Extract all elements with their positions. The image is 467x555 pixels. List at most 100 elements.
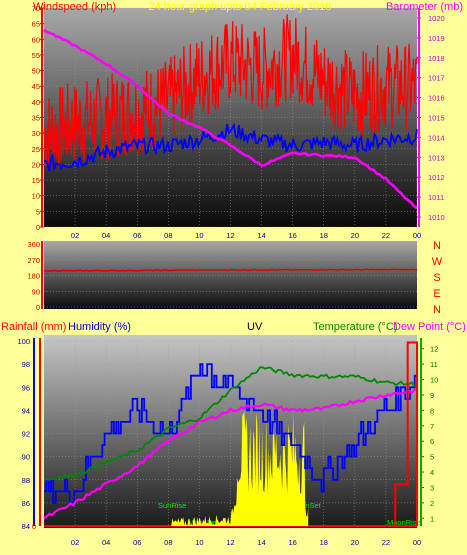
x-tick-label: 10 — [195, 231, 203, 240]
direction-tick-label: 360 — [27, 240, 40, 249]
x-tick-label: 16 — [288, 538, 296, 547]
x-tick-label: 14 — [257, 538, 265, 547]
direction-label-n-bottom: N — [433, 304, 441, 316]
x-tick-label: 00 — [413, 538, 421, 547]
x-tick-label: 22 — [382, 231, 390, 240]
temperature-tick-label: 11 — [430, 360, 438, 369]
x-tick-label: 22 — [382, 538, 390, 547]
temperature-tick-label: 6 — [430, 437, 434, 446]
barometer-tick-label: 1013 — [428, 153, 445, 162]
x-tick-label: 18 — [320, 231, 328, 240]
temperature-tick-label: 2 — [430, 499, 434, 508]
temperature-tick-label: 7 — [430, 422, 434, 431]
barometer-line — [43, 28, 418, 210]
direction-label-n-top: N — [433, 240, 441, 252]
direction-label-e: E — [433, 288, 440, 300]
windspeed-tick-label: 30 — [32, 129, 40, 138]
direction-tick-label: 180 — [27, 272, 40, 281]
windspeed-tick-label: 10 — [32, 192, 40, 201]
x-tick-label: 08 — [164, 538, 172, 547]
windspeed-tick-label: 50 — [32, 67, 40, 76]
dewpoint-axis-title: Dew Point (°C) — [393, 321, 466, 333]
windspeed-tick-label: 5 — [36, 207, 40, 216]
x-tick-label: 20 — [351, 231, 359, 240]
direction-label-s: S — [433, 272, 440, 284]
x-tick-label: 20 — [351, 538, 359, 547]
x-tick-label: 04 — [102, 538, 110, 547]
humidity-tick-label: 92 — [22, 430, 30, 439]
windspeed-tick-label: 15 — [32, 176, 40, 185]
temperature-tick-label: 12 — [430, 345, 438, 354]
x-tick-label: 00 — [413, 231, 421, 240]
temperature-tick-label: 10 — [430, 376, 438, 385]
humidity-tick-label: 96 — [22, 383, 30, 392]
barometer-tick-label: 1015 — [428, 114, 445, 123]
direction-tick-label: 270 — [27, 256, 40, 265]
barometer-tick-label: 1010 — [428, 213, 445, 222]
direction-tick-label: 90 — [32, 287, 40, 296]
barometer-tick-label: 1011 — [428, 193, 444, 202]
windspeed-tick-label: 45 — [32, 82, 40, 91]
humidity-tick-label: 86 — [22, 499, 30, 508]
barometer-tick-label: 1016 — [428, 94, 445, 103]
sunset-label: SunSet — [296, 501, 322, 510]
barometer-tick-label: 1019 — [428, 34, 445, 43]
x-tick-label: 02 — [71, 231, 79, 240]
wind-gust-line — [43, 14, 418, 169]
humidity-tick-label: 88 — [22, 476, 30, 485]
barometer-tick-label: 1020 — [428, 14, 445, 23]
humidity-axis-title: Humidity (%) — [68, 321, 131, 333]
direction-label-w: W — [432, 256, 443, 268]
wind-direction-line — [43, 268, 418, 272]
barometer-axis-title: Barometer (mb) — [386, 1, 463, 13]
direction-tick-label: 0 — [36, 303, 40, 312]
graph-title: 24 hour graph upto 04 February 2018 — [149, 1, 332, 13]
temperature-tick-label: 5 — [430, 453, 434, 462]
windspeed-axis-title: Windspeed (kph) — [33, 1, 116, 13]
windspeed-tick-label: 0 — [36, 223, 40, 232]
windspeed-tick-label: 20 — [32, 160, 40, 169]
wind-average-line — [43, 122, 418, 172]
x-tick-label: 06 — [133, 231, 141, 240]
x-tick-label: 08 — [164, 231, 172, 240]
humidity-tick-label: 94 — [22, 406, 30, 415]
humidity-tick-label: 84 — [22, 522, 30, 531]
windspeed-tick-label: 60 — [32, 35, 40, 44]
x-tick-label: 12 — [226, 538, 234, 547]
windspeed-tick-label: 55 — [32, 51, 40, 60]
sunrise-label: SunRise — [158, 501, 186, 510]
direction-plot-area — [44, 241, 417, 309]
humidity-tick-label: 98 — [22, 360, 30, 369]
humidity-tick-label: 100 — [17, 337, 30, 346]
humidity-line — [44, 363, 417, 504]
x-tick-label: 16 — [288, 231, 296, 240]
x-tick-label: 10 — [195, 538, 203, 547]
windspeed-tick-label: 70 — [32, 4, 40, 13]
barometer-tick-label: 1018 — [428, 54, 445, 63]
x-tick-label: 06 — [133, 538, 141, 547]
moonrise-label: MoonRise — [387, 518, 421, 527]
humidity-tick-label: 90 — [22, 453, 30, 462]
rainfall-axis-title: Rainfall (mm) — [1, 321, 66, 333]
x-tick-label: 18 — [320, 538, 328, 547]
temperature-tick-label: 9 — [430, 391, 434, 400]
windspeed-tick-label: 40 — [32, 98, 40, 107]
barometer-tick-label: 1017 — [428, 74, 445, 83]
barometer-tick-label: 1014 — [428, 133, 445, 142]
uv-area — [168, 411, 309, 526]
x-tick-label: 14 — [257, 231, 265, 240]
temperature-tick-label: 1 — [430, 514, 434, 523]
rainfall-zero-label: 0 — [32, 522, 36, 531]
dewpoint-line — [43, 387, 418, 520]
temperature-tick-label: 8 — [430, 406, 434, 415]
temperature-tick-label: 4 — [430, 468, 434, 477]
temperature-tick-label: 3 — [430, 483, 434, 492]
windspeed-tick-label: 65 — [32, 20, 40, 29]
x-tick-label: 04 — [102, 231, 110, 240]
barometer-tick-label: 1012 — [428, 173, 445, 182]
temperature-line — [43, 366, 418, 481]
temperature-axis-title: Temperature (°C) — [313, 321, 397, 333]
rainfall-line — [394, 341, 418, 526]
windspeed-tick-label: 25 — [32, 145, 40, 154]
